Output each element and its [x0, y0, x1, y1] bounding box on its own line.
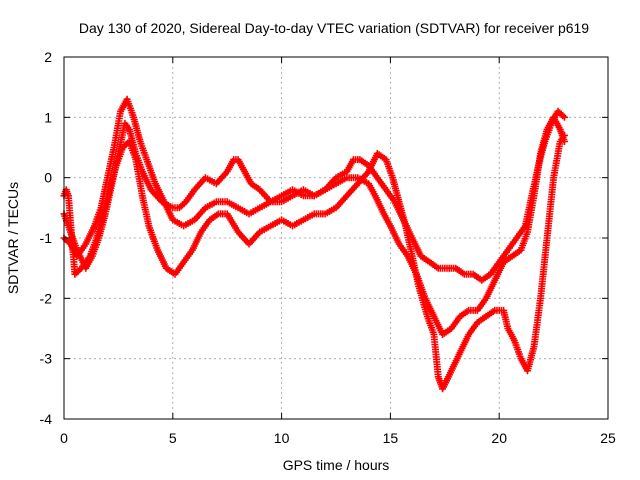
- x-axis-label: GPS time / hours: [283, 457, 390, 473]
- x-tick-label: 5: [169, 430, 177, 446]
- y-axis-label: SDTVAR / TECUs: [5, 182, 21, 294]
- y-tick-label: -2: [40, 290, 53, 306]
- y-tick-label: 2: [44, 49, 52, 65]
- y-tick-label: 1: [44, 109, 52, 125]
- x-tick-label: 20: [491, 430, 507, 446]
- series-track-c: [60, 131, 568, 393]
- x-tick-label: 15: [383, 430, 399, 446]
- x-tick-label: 0: [60, 430, 68, 446]
- series-trail-track-c: [61, 133, 567, 391]
- series-trail-track-b: [62, 97, 568, 337]
- y-tick-label: -4: [40, 411, 53, 427]
- y-tick-label: -3: [40, 351, 53, 367]
- x-tick-label: 10: [274, 430, 290, 446]
- axis-ticks: 0 5 10 15 20 25 -4 -3 -2 -1 0 1 2: [40, 49, 616, 446]
- y-tick-label: -1: [40, 230, 53, 246]
- y-tick-label: 0: [44, 170, 52, 186]
- x-tick-label: 25: [600, 430, 616, 446]
- data-marks: [60, 95, 568, 393]
- chart-title: Day 130 of 2020, Sidereal Day-to-day VTE…: [79, 20, 589, 36]
